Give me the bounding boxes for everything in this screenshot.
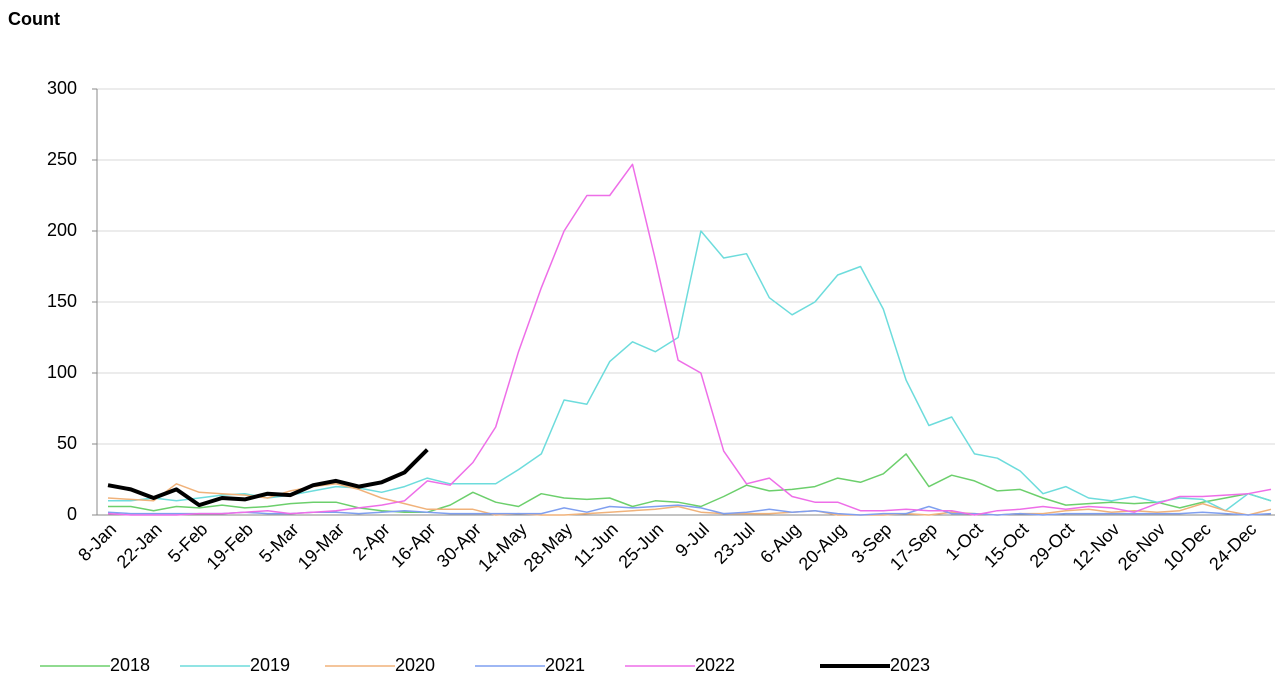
x-tick-label: 9-Jul bbox=[671, 519, 713, 561]
x-tick-label: 19-Feb bbox=[203, 519, 257, 573]
legend-label: 2021 bbox=[545, 655, 585, 675]
y-axis-title: Count bbox=[8, 9, 60, 29]
x-tick-label: 29-Oct bbox=[1026, 519, 1078, 571]
legend-label: 2023 bbox=[890, 655, 930, 675]
x-tick-label: 20-Aug bbox=[795, 519, 850, 574]
x-tick-label: 17-Sep bbox=[886, 519, 941, 574]
y-tick-label: 0 bbox=[67, 504, 77, 524]
y-tick-label: 100 bbox=[47, 362, 77, 382]
x-tick-label: 28-May bbox=[520, 519, 577, 576]
x-tick-label: 22-Jan bbox=[113, 519, 166, 572]
x-tick-label: 24-Dec bbox=[1205, 519, 1260, 574]
x-tick-label: 19-Mar bbox=[294, 519, 348, 573]
x-tick-label: 23-Jul bbox=[710, 519, 759, 568]
legend-label: 2020 bbox=[395, 655, 435, 675]
x-tick-label: 14-May bbox=[474, 519, 531, 576]
y-tick-label: 200 bbox=[47, 220, 77, 240]
x-tick-label: 25-Jun bbox=[614, 519, 667, 572]
series-line bbox=[107, 163, 1272, 516]
y-tick-label: 300 bbox=[47, 78, 77, 98]
legend-label: 2018 bbox=[110, 655, 150, 675]
x-tick-label: 26-Nov bbox=[1114, 519, 1169, 574]
y-tick-label: 150 bbox=[47, 291, 77, 311]
legend-label: 2019 bbox=[250, 655, 290, 675]
legend-label: 2022 bbox=[695, 655, 735, 675]
series-line bbox=[108, 230, 1272, 512]
series-line bbox=[108, 453, 1272, 513]
x-tick-label: 16-Apr bbox=[387, 519, 439, 571]
x-tick-label: 10-Dec bbox=[1160, 519, 1215, 574]
x-tick-label: 11-Jun bbox=[570, 519, 622, 571]
x-tick-label: 15-Oct bbox=[980, 519, 1032, 571]
y-tick-label: 250 bbox=[47, 149, 77, 169]
y-tick-label: 50 bbox=[57, 433, 77, 453]
x-tick-label: 12-Nov bbox=[1068, 519, 1123, 574]
series-line bbox=[107, 448, 429, 508]
